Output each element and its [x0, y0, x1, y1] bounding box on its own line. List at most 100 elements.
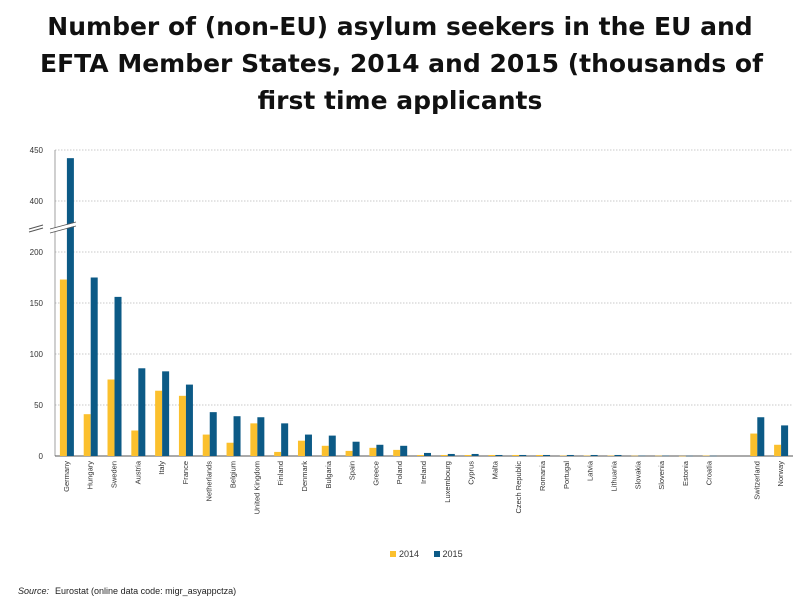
bar-2015 [471, 453, 479, 456]
x-tick-label: Netherlands [205, 461, 214, 502]
x-tick-label: Italy [157, 461, 166, 475]
bar-2014 [417, 454, 424, 456]
bar-2015 [376, 444, 384, 456]
bar-2015 [614, 454, 622, 456]
bar-2015 [352, 441, 360, 456]
chart-title-line: first time applicants [257, 86, 543, 115]
x-tick-label: United Kingdom [252, 461, 261, 514]
legend-label-2014: 2014 [399, 549, 420, 559]
chart-title: Number of (non-EU) asylum seekers in the… [40, 8, 763, 119]
bar-2014 [178, 395, 186, 456]
y-tick-label: 450 [30, 146, 44, 155]
chart-title-line: EFTA Member States, 2014 and 2015 (thous… [40, 49, 763, 78]
bar-2015 [114, 296, 122, 456]
bar-2015 [543, 454, 551, 456]
bar-2014 [59, 279, 67, 456]
legend-swatch-2014 [390, 551, 396, 557]
bar-2015 [138, 368, 146, 456]
x-tick-label: Slovakia [633, 460, 642, 489]
bar-2014 [750, 433, 758, 456]
source-text: Eurostat (online data code: migr_asyappc… [55, 586, 237, 596]
y-tick-label: 400 [30, 197, 44, 206]
bar-2015 [566, 454, 574, 456]
axis-break-mark [28, 224, 44, 230]
x-tick-label: Slovenia [657, 460, 666, 490]
x-tick-label: Germany [62, 461, 71, 492]
x-tick-label: Norway [776, 461, 785, 487]
bar-2014 [369, 447, 377, 456]
y-tick-label: 200 [30, 248, 44, 257]
bar-2014 [536, 454, 544, 456]
x-tick-label: Belgium [229, 461, 238, 488]
source-note: Source: Eurostat (online data code: migr_… [18, 586, 236, 596]
axis-break-mark [28, 227, 44, 233]
x-tick-label: Switzerland [752, 461, 761, 500]
legend: 2014 2015 [390, 549, 475, 559]
x-tick-label: Spain [348, 461, 357, 480]
bar-2014 [274, 451, 282, 456]
bar-2015 [304, 434, 312, 456]
legend-item-2014: 2014 [390, 549, 419, 559]
bar-2015 [90, 277, 98, 456]
y-tick-label: 150 [30, 299, 44, 308]
bar-2014 [226, 442, 234, 456]
legend-label-2015: 2015 [442, 549, 463, 559]
x-tick-label: Luxembourg [443, 461, 452, 503]
x-tick-label: Denmark [300, 461, 309, 492]
bar-2014 [250, 423, 258, 456]
x-tick-label: Austria [133, 460, 142, 484]
axis-break-line [49, 225, 77, 234]
x-tick-label: Hungary [86, 461, 95, 490]
x-tick-label: Estonia [681, 460, 690, 486]
bar-2015 [757, 417, 765, 456]
x-tick-label: Finland [276, 461, 285, 486]
axis-break-line [49, 221, 77, 230]
bar-2015 [66, 158, 74, 456]
bar-2014 [321, 445, 329, 456]
bar-2015 [781, 425, 789, 456]
bar-2014 [512, 454, 520, 456]
y-tick-label: 0 [39, 452, 44, 461]
x-tick-label: Malta [490, 460, 499, 479]
bar-2014 [345, 450, 353, 456]
x-tick-label: France [181, 461, 190, 484]
y-tick-label: 100 [30, 350, 44, 359]
x-tick-label: Latvia [586, 460, 595, 481]
x-tick-label: Ireland [419, 461, 428, 484]
bar-2014 [464, 454, 472, 456]
bar-2015 [424, 452, 431, 456]
bar-2015 [519, 454, 527, 456]
bar-2015 [162, 371, 170, 456]
x-tick-label: Portugal [562, 461, 571, 489]
bar-2015 [447, 453, 455, 456]
bar-2014 [297, 440, 305, 456]
x-tick-label: Cyprus [467, 461, 476, 485]
x-tick-label: Poland [395, 461, 404, 484]
bar-2015 [281, 423, 289, 456]
bar-2014 [202, 434, 210, 456]
bar-2014 [107, 379, 115, 456]
bar-2014 [155, 390, 163, 456]
bar-2014 [393, 449, 401, 456]
x-tick-label: Bulgaria [324, 460, 333, 488]
bar-2014 [440, 454, 448, 456]
bar-2014 [131, 430, 139, 456]
bar-2015 [400, 445, 408, 456]
axis-break-gap [49, 222, 77, 233]
bar-2015 [209, 412, 217, 456]
bar-2014 [83, 414, 91, 456]
x-tick-label: Croatia [705, 460, 714, 485]
bar-2015 [233, 416, 241, 456]
x-tick-label: Czech Republic [514, 461, 523, 514]
bar-2015 [495, 454, 503, 456]
y-tick-label: 50 [34, 401, 43, 410]
legend-item-2015: 2015 [433, 549, 463, 559]
bar-2015 [590, 454, 598, 456]
bar-2015 [328, 435, 336, 456]
chart-title-line: Number of (non-EU) asylum seekers in the… [47, 12, 753, 41]
bar-2014 [774, 444, 782, 456]
bar-2015 [185, 384, 193, 456]
x-tick-label: Romania [538, 460, 547, 491]
x-tick-label: Greece [371, 461, 380, 486]
